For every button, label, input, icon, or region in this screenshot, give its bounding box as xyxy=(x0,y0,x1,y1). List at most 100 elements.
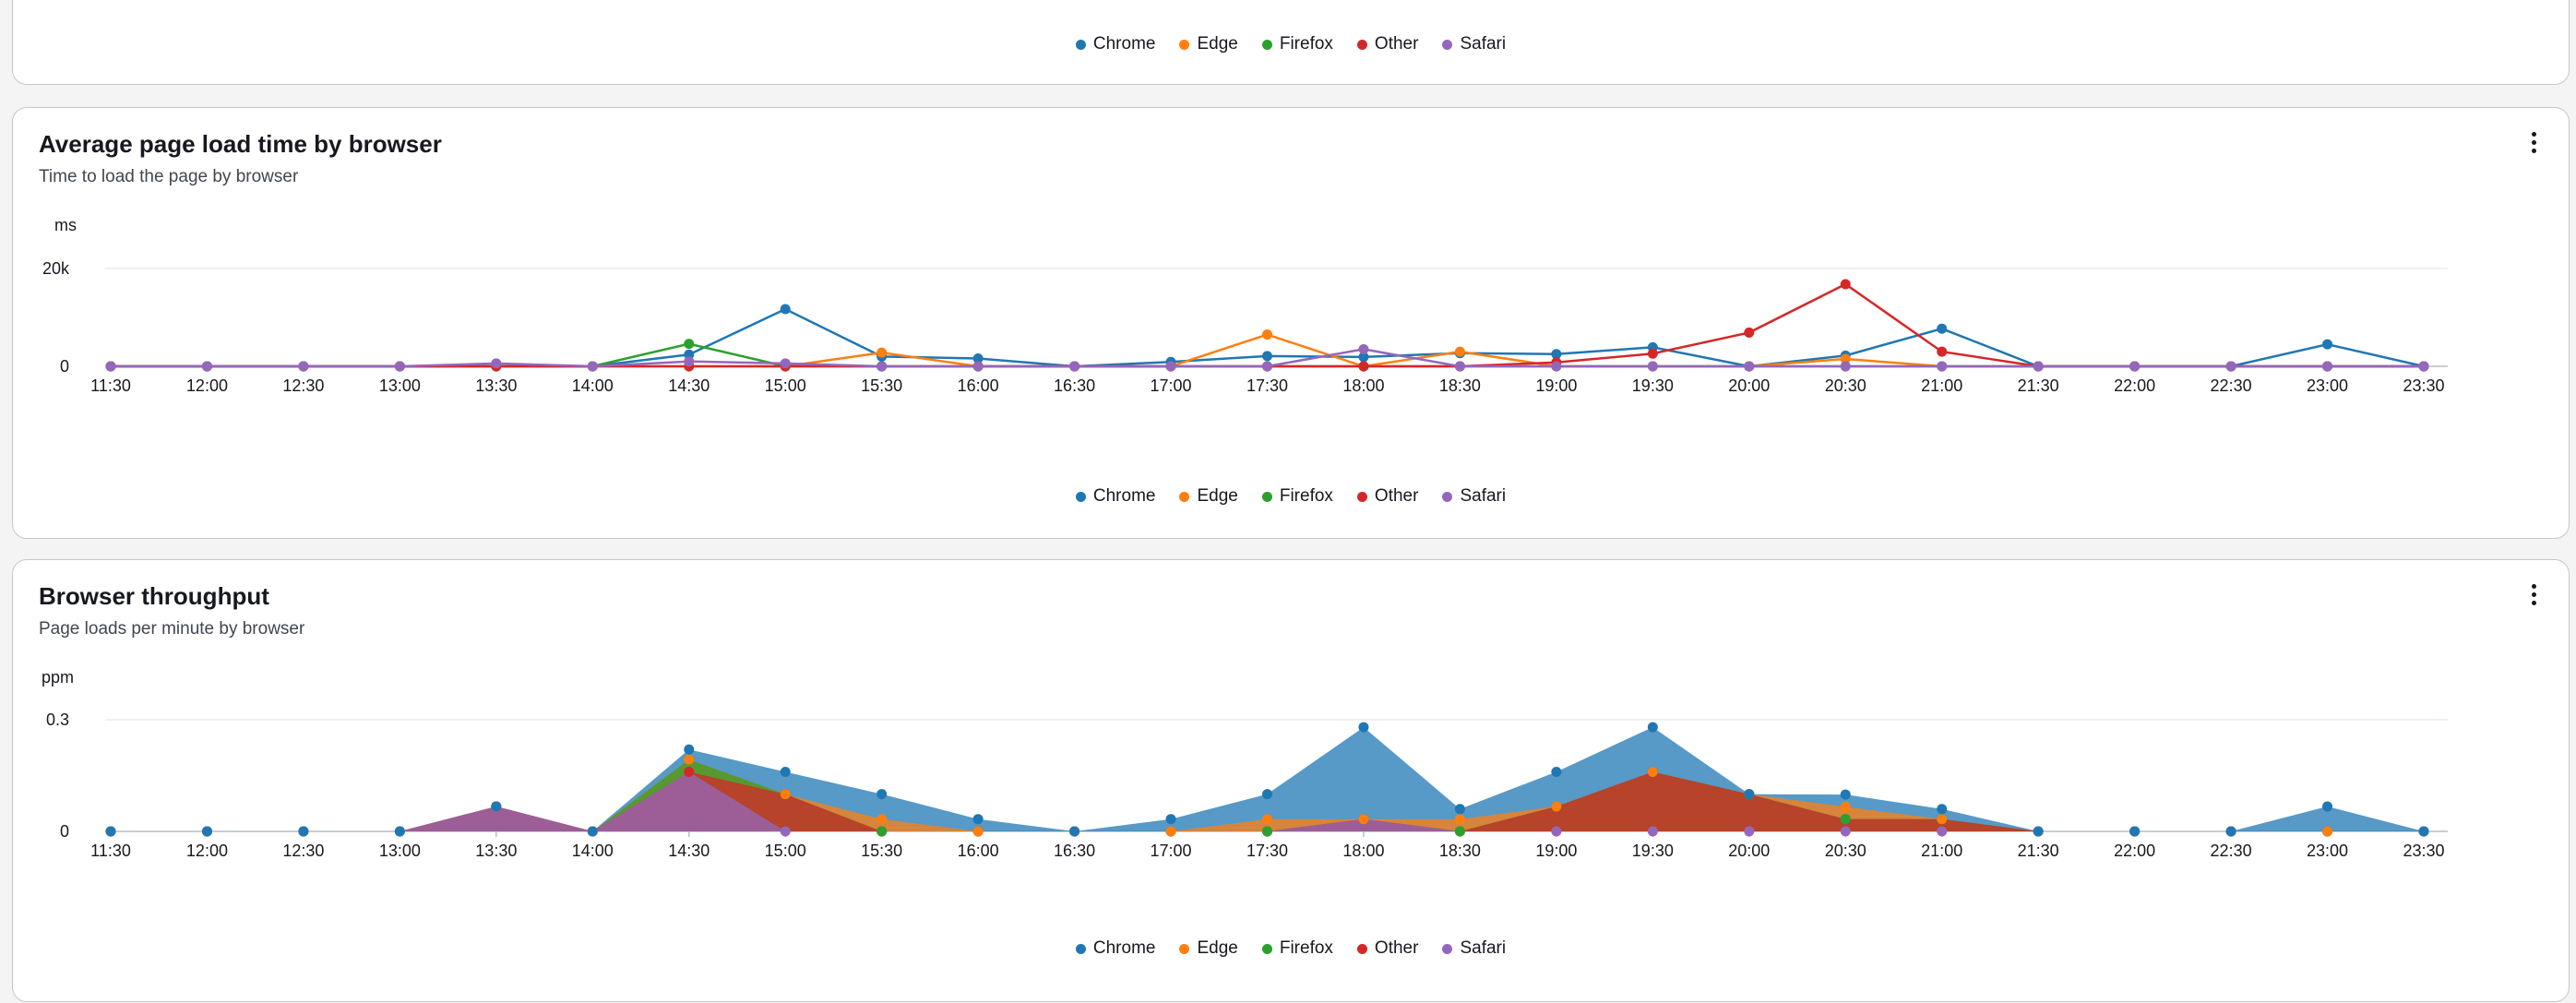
data-point-safari[interactable] xyxy=(1551,361,1562,372)
data-point-safari[interactable] xyxy=(1647,361,1658,372)
data-point-chrome[interactable] xyxy=(1454,804,1465,815)
data-point-chrome[interactable] xyxy=(2322,801,2333,812)
data-point-safari[interactable] xyxy=(1744,361,1755,372)
data-point-safari[interactable] xyxy=(972,361,984,372)
data-point-other[interactable] xyxy=(1840,279,1851,290)
data-point-firefox[interactable] xyxy=(1840,814,1851,825)
data-point-chrome[interactable] xyxy=(972,353,984,364)
data-point-edge[interactable] xyxy=(1647,766,1658,777)
data-point-edge[interactable] xyxy=(2322,826,2333,837)
data-point-safari[interactable] xyxy=(2418,361,2429,372)
data-point-safari[interactable] xyxy=(491,358,502,369)
data-point-safari[interactable] xyxy=(1165,361,1176,372)
data-point-safari[interactable] xyxy=(2129,361,2141,372)
data-point-chrome[interactable] xyxy=(684,744,695,755)
data-point-chrome[interactable] xyxy=(1551,766,1562,777)
data-point-firefox[interactable] xyxy=(684,339,695,350)
data-point-edge[interactable] xyxy=(1840,353,1851,364)
data-point-chrome[interactable] xyxy=(587,826,598,837)
data-point-chrome[interactable] xyxy=(1262,351,1272,362)
data-point-chrome[interactable] xyxy=(201,826,212,837)
legend-item-other[interactable]: Other xyxy=(1356,938,1418,959)
data-point-edge[interactable] xyxy=(1165,826,1176,837)
data-point-chrome[interactable] xyxy=(1551,349,1562,360)
data-point-safari[interactable] xyxy=(1840,826,1851,837)
data-point-safari[interactable] xyxy=(2033,361,2044,372)
data-point-edge[interactable] xyxy=(877,814,888,825)
data-point-other[interactable] xyxy=(1358,361,1369,372)
data-point-edge[interactable] xyxy=(1262,814,1272,825)
data-point-other[interactable] xyxy=(1937,346,1948,357)
data-point-safari[interactable] xyxy=(780,826,791,837)
data-point-safari[interactable] xyxy=(1937,826,1948,837)
legend-item-edge[interactable]: Edge xyxy=(1179,486,1238,507)
data-point-safari[interactable] xyxy=(1454,361,1465,372)
data-point-safari[interactable] xyxy=(394,361,405,372)
data-point-chrome[interactable] xyxy=(1840,789,1851,800)
data-point-chrome[interactable] xyxy=(394,826,405,837)
data-point-safari[interactable] xyxy=(298,361,309,372)
data-point-safari[interactable] xyxy=(1937,361,1948,372)
data-point-safari[interactable] xyxy=(587,361,598,372)
data-point-chrome[interactable] xyxy=(780,766,791,777)
data-point-edge[interactable] xyxy=(1262,329,1272,340)
data-point-safari[interactable] xyxy=(1840,361,1851,372)
data-point-chrome[interactable] xyxy=(1358,352,1369,363)
data-point-firefox[interactable] xyxy=(1262,826,1272,837)
data-point-edge[interactable] xyxy=(1454,346,1465,357)
data-point-safari[interactable] xyxy=(1069,361,1080,372)
legend-item-edge[interactable]: Edge xyxy=(1179,34,1238,54)
data-point-edge[interactable] xyxy=(1937,814,1948,825)
data-point-chrome[interactable] xyxy=(1165,814,1176,825)
legend-item-chrome[interactable]: Chrome xyxy=(1075,486,1155,507)
more-options-icon[interactable] xyxy=(2522,128,2545,156)
data-point-chrome[interactable] xyxy=(2418,826,2429,837)
data-point-safari[interactable] xyxy=(1262,361,1272,372)
data-point-other[interactable] xyxy=(1647,348,1658,359)
data-point-edge[interactable] xyxy=(1840,801,1851,812)
data-point-chrome[interactable] xyxy=(2322,339,2333,350)
data-point-chrome[interactable] xyxy=(1647,722,1658,733)
data-point-chrome[interactable] xyxy=(2225,826,2236,837)
data-point-edge[interactable] xyxy=(1454,814,1465,825)
legend-item-safari[interactable]: Safari xyxy=(1442,486,1506,507)
data-point-chrome[interactable] xyxy=(491,801,502,812)
more-options-icon[interactable] xyxy=(2522,580,2545,608)
legend-item-edge[interactable]: Edge xyxy=(1179,938,1238,959)
data-point-safari[interactable] xyxy=(684,356,695,367)
legend-item-firefox[interactable]: Firefox xyxy=(1261,486,1333,507)
legend-item-chrome[interactable]: Chrome xyxy=(1075,938,1155,959)
data-point-chrome[interactable] xyxy=(1744,789,1755,800)
data-point-chrome[interactable] xyxy=(1069,826,1080,837)
legend-item-safari[interactable]: Safari xyxy=(1442,938,1506,959)
data-point-chrome[interactable] xyxy=(298,826,309,837)
data-point-edge[interactable] xyxy=(1358,814,1369,825)
data-point-chrome[interactable] xyxy=(1358,722,1369,733)
data-point-safari[interactable] xyxy=(2225,361,2236,372)
data-point-firefox[interactable] xyxy=(877,826,888,837)
data-point-safari[interactable] xyxy=(1647,826,1658,837)
data-point-safari[interactable] xyxy=(1551,826,1562,837)
legend-item-safari[interactable]: Safari xyxy=(1442,34,1506,54)
data-point-chrome[interactable] xyxy=(780,304,791,315)
data-point-firefox[interactable] xyxy=(1454,826,1465,837)
data-point-edge[interactable] xyxy=(877,347,888,358)
data-point-chrome[interactable] xyxy=(1937,804,1948,815)
data-point-other[interactable] xyxy=(1744,327,1755,338)
data-point-edge[interactable] xyxy=(972,826,984,837)
legend-item-other[interactable]: Other xyxy=(1356,34,1418,54)
data-point-safari[interactable] xyxy=(780,358,791,369)
data-point-chrome[interactable] xyxy=(1262,789,1272,800)
data-point-safari[interactable] xyxy=(2322,361,2333,372)
data-point-chrome[interactable] xyxy=(972,814,984,825)
legend-item-firefox[interactable]: Firefox xyxy=(1261,34,1333,54)
data-point-other[interactable] xyxy=(684,766,695,777)
data-point-chrome[interactable] xyxy=(105,826,116,837)
data-point-safari[interactable] xyxy=(105,361,116,372)
data-point-edge[interactable] xyxy=(780,789,791,800)
data-point-chrome[interactable] xyxy=(2129,826,2141,837)
data-point-chrome[interactable] xyxy=(877,789,888,800)
legend-item-other[interactable]: Other xyxy=(1356,486,1418,507)
data-point-chrome[interactable] xyxy=(2033,826,2044,837)
data-point-safari[interactable] xyxy=(877,361,888,372)
